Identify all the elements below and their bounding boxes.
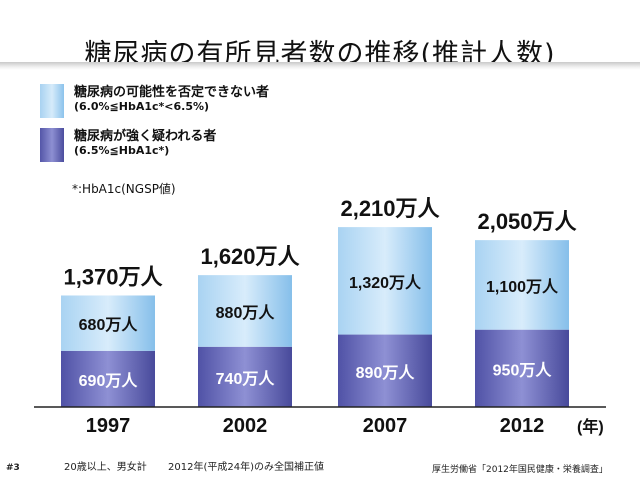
bar-possible-1997 <box>61 295 155 351</box>
x-tick-1997: 1997 <box>86 415 131 437</box>
x-tick-2012: 2012 <box>500 415 545 437</box>
bar-possible-2002 <box>198 275 292 347</box>
bar-possible-2012 <box>475 240 569 330</box>
bar-label-strong-2007: 890万人 <box>356 364 416 382</box>
total-label-2002: 1,620万人 <box>200 244 299 269</box>
legend-note-strong: (6.5%≦HbA1c*) <box>74 144 170 157</box>
footer-note: 2012年(平成24年)のみ全国補正値 <box>168 462 324 473</box>
total-label-1997: 1,370万人 <box>63 264 162 289</box>
x-tick-2007: 2007 <box>363 415 408 437</box>
total-label-2012: 2,050万人 <box>477 209 576 234</box>
bar-label-strong-1997: 690万人 <box>79 372 139 390</box>
x-axis-unit: (年) <box>577 417 604 436</box>
legend-swatch-possible <box>40 84 64 118</box>
bar-label-possible-1997: 680万人 <box>79 316 139 334</box>
footer-source: 厚生労働省「2012年国民健康・栄養調査」 <box>432 465 608 475</box>
bar-strong-2007 <box>338 334 432 407</box>
bar-label-possible-2012: 1,100万人 <box>486 278 559 296</box>
slide-number: #3 <box>6 463 20 473</box>
legend-label-strong: 糖尿病が強く疑われる者 <box>74 129 217 144</box>
x-tick-2002: 2002 <box>223 415 268 437</box>
hba1c-footnote: *:HbA1c(NGSP値) <box>72 182 176 196</box>
legend-label-possible: 糖尿病の可能性を否定できない者 <box>74 85 270 100</box>
footer-basis: 20歳以上、男女計 <box>64 462 147 473</box>
bar-label-strong-2002: 740万人 <box>216 370 276 388</box>
legend-swatch-strong <box>40 128 64 162</box>
bar-strong-2012 <box>475 329 569 407</box>
bar-strong-2002 <box>198 346 292 407</box>
title-divider <box>0 62 640 70</box>
total-label-2007: 2,210万人 <box>340 196 439 221</box>
bar-label-strong-2012: 950万人 <box>493 361 553 379</box>
bar-label-possible-2002: 880万人 <box>216 304 276 322</box>
bar-possible-2007 <box>338 227 432 335</box>
legend-note-possible: (6.0%≦HbA1c*<6.5%) <box>74 100 210 113</box>
bar-strong-1997 <box>61 350 155 407</box>
bar-label-possible-2007: 1,320万人 <box>349 274 422 292</box>
